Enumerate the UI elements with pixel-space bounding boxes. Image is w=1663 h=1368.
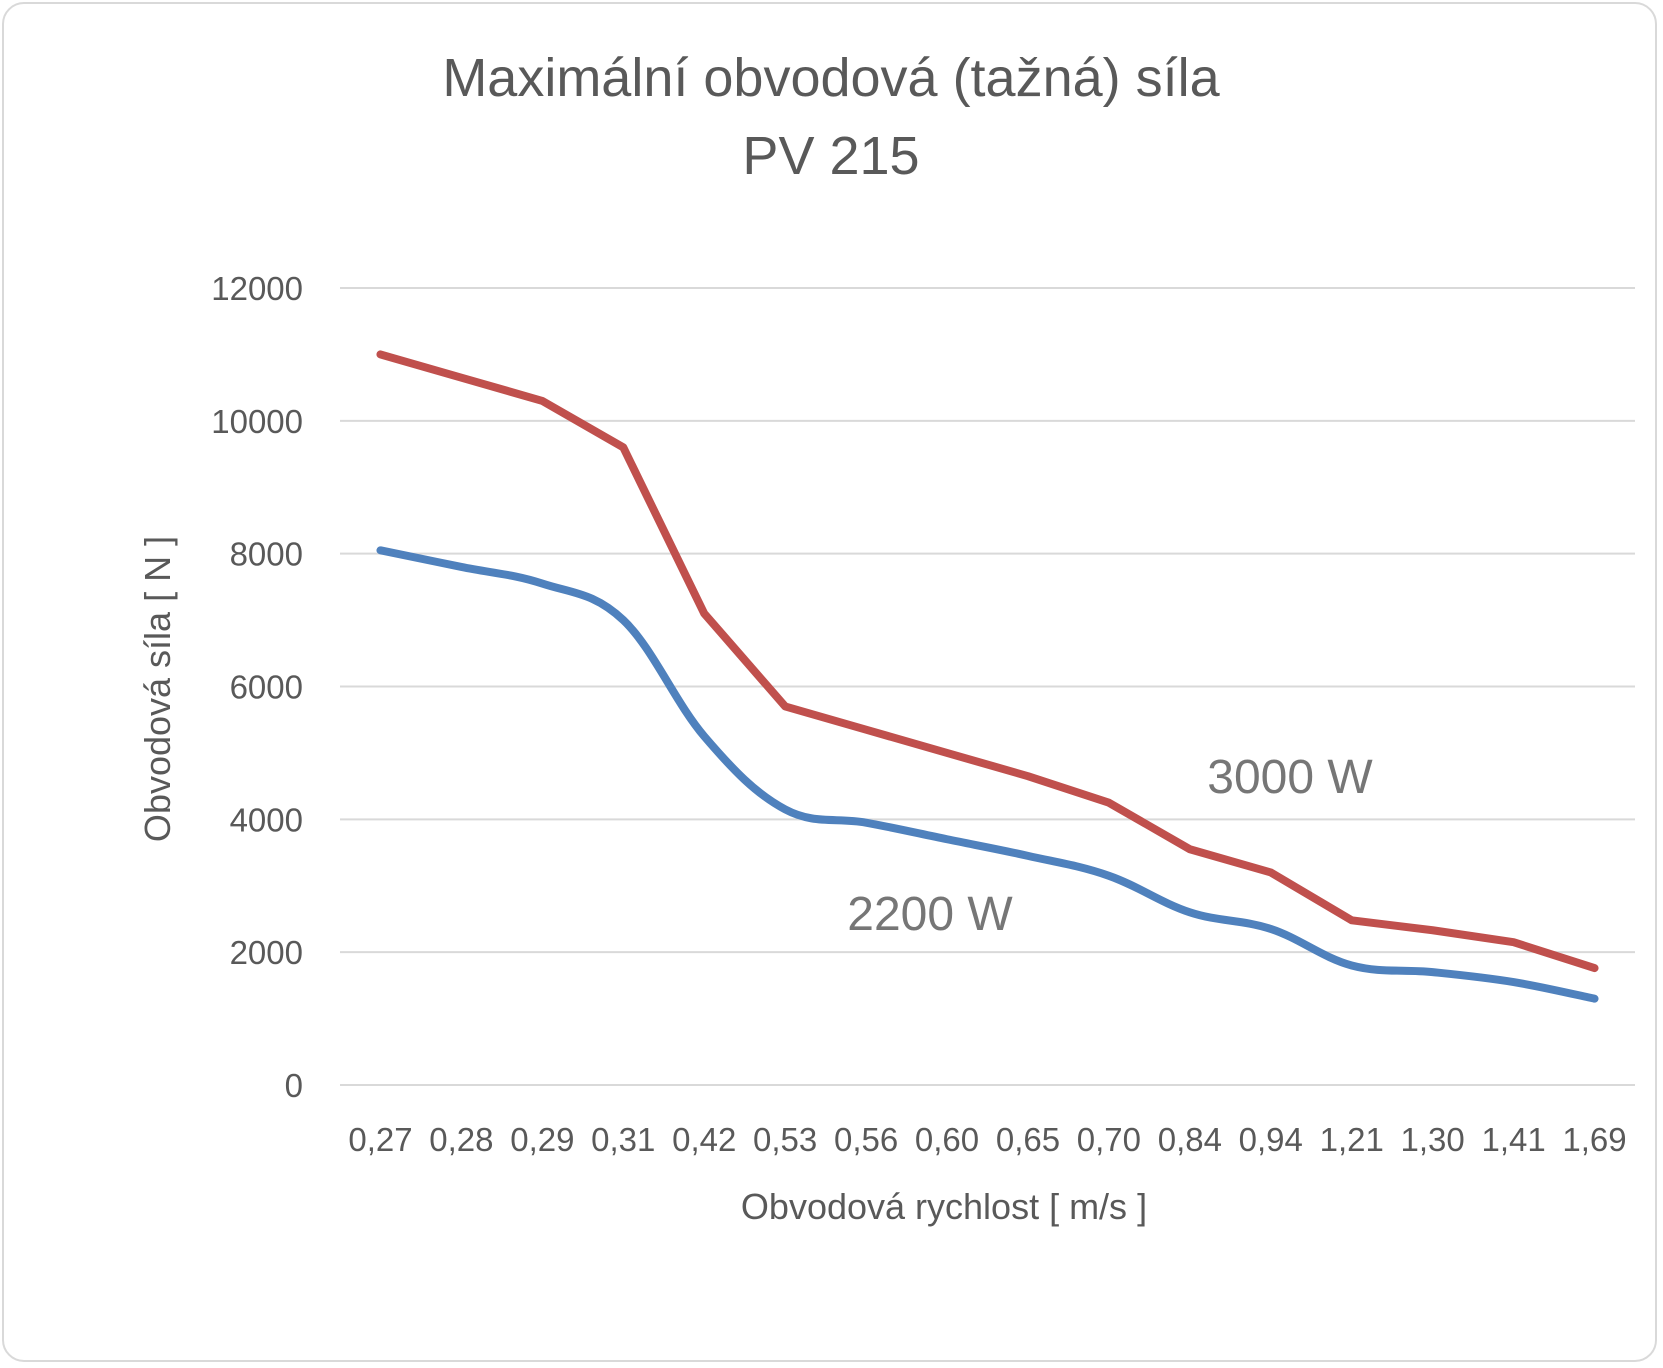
x-tick-label: 0,28 [429,1121,493,1158]
x-tick-label: 0,56 [834,1121,898,1158]
x-tick-label: 0,53 [753,1121,817,1158]
series-label-2200w: 2200 W [847,888,1013,941]
series-label-3000w: 3000 W [1207,751,1373,804]
series-line-1 [376,546,1599,1003]
x-tick-label: 0,42 [672,1121,736,1158]
x-tick-label: 0,29 [510,1121,574,1158]
y-axis-label: Obvodová síla [ N ] [137,536,178,842]
gridlines [340,287,1635,1086]
x-axis-label: Obvodová rychlost [ m/s ] [741,1186,1147,1227]
x-tick-label: 1,30 [1401,1121,1465,1158]
y-tick-label: 0 [285,1067,303,1104]
chart-subtitle: PV 215 [742,126,919,186]
x-tick-label: 1,69 [1562,1121,1626,1158]
series-lines [376,350,1599,1003]
x-tick-label: 0,60 [915,1121,979,1158]
x-tick-label: 1,41 [1481,1121,1545,1158]
y-tick-label: 2000 [230,934,303,971]
x-tick-label: 0,84 [1158,1121,1222,1158]
y-tick-label: 4000 [230,801,303,838]
x-tick-label: 1,21 [1320,1121,1384,1158]
x-tick-label: 0,94 [1239,1121,1303,1158]
series-line-0 [376,350,1599,973]
y-tick-label: 10000 [211,403,303,440]
x-tick-label: 0,65 [996,1121,1060,1158]
x-axis-ticks: 0,27 0,28 0,29 0,31 0,42 0,53 0,56 0,60 0,65 0,70… [348,1121,1626,1158]
chart-title: Maximální obvodová (tažná) síla [442,48,1220,108]
x-tick-label: 0,31 [591,1121,655,1158]
y-tick-label: 12000 [211,270,303,307]
y-axis-ticks: 0 2000 4000 6000 8000 10000 12000 [211,270,303,1104]
y-tick-label: 8000 [230,536,303,573]
x-tick-label: 0,27 [348,1121,412,1158]
x-tick-label: 0,70 [1077,1121,1141,1158]
y-tick-label: 6000 [230,669,303,706]
